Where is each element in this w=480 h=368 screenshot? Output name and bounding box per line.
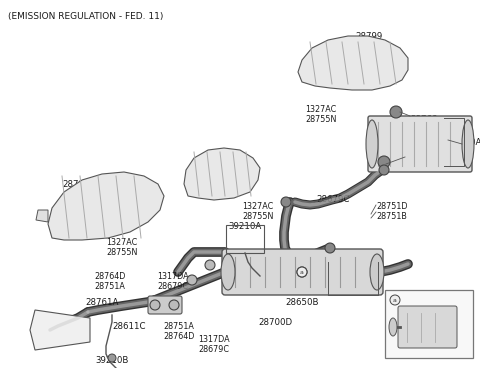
Text: 1327AC
28755N: 1327AC 28755N [106, 238, 137, 257]
Text: 28700D: 28700D [258, 318, 292, 327]
Circle shape [187, 275, 197, 285]
Circle shape [169, 300, 179, 310]
Text: a: a [300, 269, 304, 275]
Text: 28730A: 28730A [448, 138, 480, 147]
Circle shape [390, 295, 400, 305]
Text: 1327AC
28755N: 1327AC 28755N [305, 105, 336, 124]
Text: 39210A: 39210A [228, 222, 261, 231]
Polygon shape [30, 310, 90, 350]
Text: a: a [393, 297, 397, 302]
Ellipse shape [389, 318, 397, 336]
FancyBboxPatch shape [222, 249, 383, 295]
Bar [226, 225, 264, 253]
Text: 39210B: 39210B [95, 356, 128, 365]
Polygon shape [48, 172, 164, 240]
Polygon shape [184, 148, 260, 200]
Polygon shape [36, 210, 48, 222]
Text: (EMISSION REGULATION - FED. 11): (EMISSION REGULATION - FED. 11) [8, 12, 163, 21]
FancyBboxPatch shape [148, 296, 182, 314]
Text: 1317DA
28679C: 1317DA 28679C [157, 272, 189, 291]
Circle shape [297, 267, 307, 277]
Text: 28641A: 28641A [418, 310, 451, 319]
Text: 28792
28798: 28792 28798 [198, 158, 224, 177]
Text: 28764D
28751A: 28764D 28751A [94, 272, 125, 291]
Circle shape [390, 106, 402, 118]
Circle shape [205, 260, 215, 270]
Polygon shape [298, 36, 408, 90]
Ellipse shape [370, 254, 384, 290]
Text: 28799: 28799 [355, 32, 382, 41]
Ellipse shape [366, 120, 378, 168]
FancyBboxPatch shape [398, 306, 457, 348]
Ellipse shape [221, 254, 235, 290]
Text: 1317DA
28679C: 1317DA 28679C [198, 335, 229, 354]
Ellipse shape [462, 120, 474, 168]
Circle shape [150, 300, 160, 310]
Text: 28768: 28768 [410, 115, 437, 124]
Text: 1327AC
28755N: 1327AC 28755N [242, 202, 274, 222]
Bar [385, 290, 473, 358]
Circle shape [379, 165, 389, 175]
FancyBboxPatch shape [368, 116, 472, 172]
Text: 28780C
28761A
28768: 28780C 28761A 28768 [330, 260, 361, 290]
Circle shape [297, 267, 307, 277]
Circle shape [378, 156, 390, 168]
Text: 28650B: 28650B [285, 298, 319, 307]
Text: 28797: 28797 [62, 180, 89, 189]
Circle shape [108, 354, 116, 362]
Text: 28761A: 28761A [85, 298, 119, 307]
Text: 28751A
28764D: 28751A 28764D [163, 322, 194, 342]
Circle shape [325, 243, 335, 253]
Text: 28751D
28751B: 28751D 28751B [376, 202, 408, 222]
Text: 28658D: 28658D [405, 155, 439, 164]
Text: 28611C: 28611C [112, 322, 145, 331]
Text: 28679C: 28679C [316, 195, 349, 204]
Circle shape [281, 197, 291, 207]
